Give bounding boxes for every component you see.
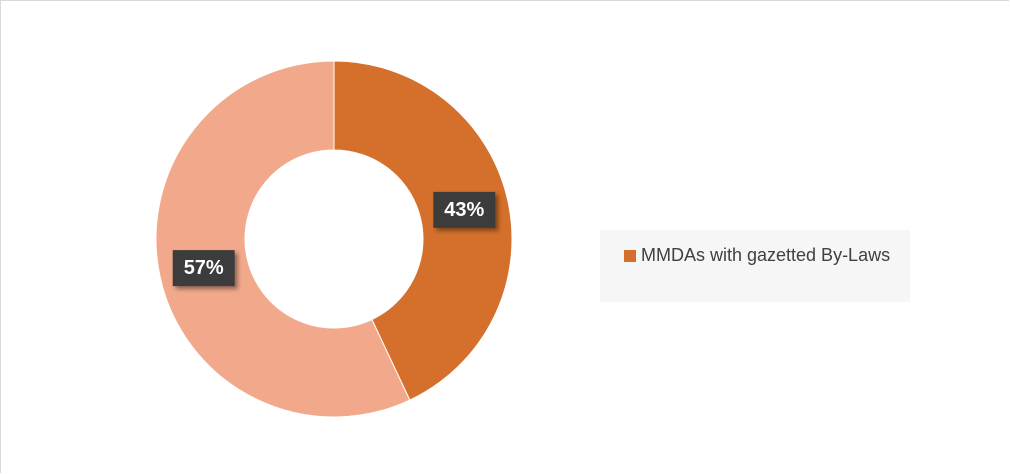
slice xyxy=(333,60,513,401)
data-label-box xyxy=(433,191,496,228)
data-label-box xyxy=(172,250,235,287)
legend: MMDAs with gazetted By-Laws xyxy=(600,230,910,302)
data-label: 57% xyxy=(184,257,224,279)
data-label: 43% xyxy=(444,199,484,221)
legend-label: MMDAs with gazetted By-Laws xyxy=(641,245,891,265)
legend-swatch xyxy=(624,250,636,262)
slice xyxy=(155,60,411,418)
legend-item: MMDAs with gazetted By-Laws xyxy=(624,242,911,269)
